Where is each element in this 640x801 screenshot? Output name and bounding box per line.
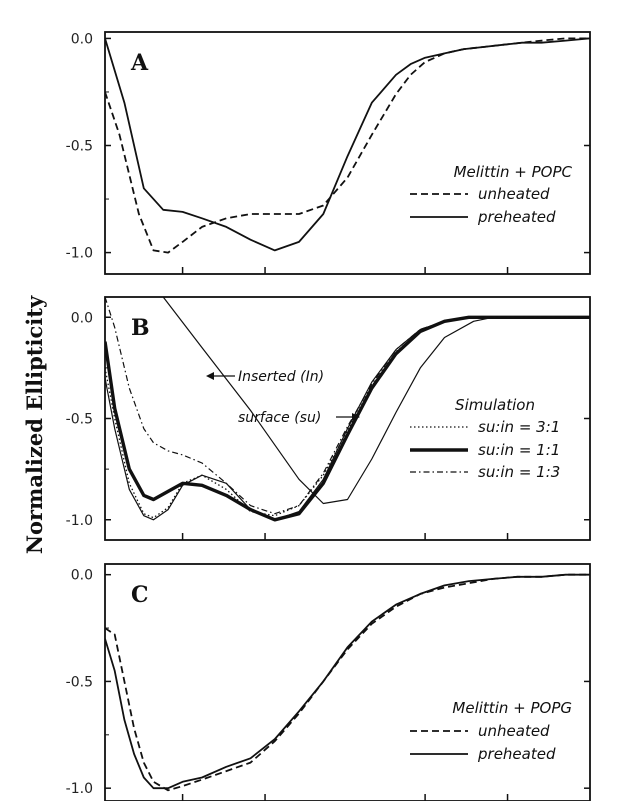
- legend-title: Simulation: [455, 396, 535, 414]
- y-tick-label: -0.5: [66, 412, 93, 428]
- legend-entry: preheated: [477, 745, 556, 763]
- y-axis-label: Normalized Ellipticity: [22, 295, 47, 554]
- panel-label: B: [131, 315, 150, 341]
- series-line-su-in-3-1: [105, 316, 590, 519]
- y-tick-label: -1.0: [66, 513, 93, 529]
- annotation-arrowhead: [352, 413, 360, 421]
- annotation-surface: surface (su): [238, 410, 321, 426]
- annotation-arrowhead: [206, 372, 214, 380]
- legend-entry: unheated: [478, 185, 550, 203]
- legend-entry: su:in = 1:1: [478, 441, 560, 459]
- legend-entry: preheated: [477, 208, 556, 226]
- y-tick-label: -1.0: [66, 781, 93, 797]
- legend-title: Melittin + POPG: [452, 699, 572, 717]
- y-tick-label: 0.0: [71, 310, 93, 326]
- series-line-preheated: [105, 573, 590, 790]
- y-tick-label: 0.0: [71, 568, 93, 584]
- plot-frame: [104, 563, 591, 801]
- legend-entry: su:in = 3:1: [478, 418, 560, 436]
- panel-label: A: [130, 50, 149, 76]
- y-tick-label: -1.0: [66, 246, 93, 262]
- series-line-su-in-1-1: [105, 315, 590, 522]
- y-tick-label: 0.0: [71, 31, 93, 47]
- legend-entry: su:in = 1:3: [478, 463, 560, 481]
- legend-title: Melittin + POPC: [454, 163, 573, 181]
- series-line-preheated: [105, 37, 590, 252]
- y-tick-label: -0.5: [66, 139, 93, 155]
- panel-label: C: [131, 582, 149, 608]
- series-line-su-in-1-3: [105, 297, 590, 515]
- panel-b: 0.0 -0.5 -1.0 Bsu:in = 3:1 su:in = 1:1 su:in …: [66, 296, 591, 541]
- y-tick-label: -0.5: [66, 674, 93, 690]
- annotation-inserted: Inserted (In): [238, 369, 324, 385]
- legend-entry: unheated: [478, 722, 550, 740]
- plot-frame: [104, 31, 591, 275]
